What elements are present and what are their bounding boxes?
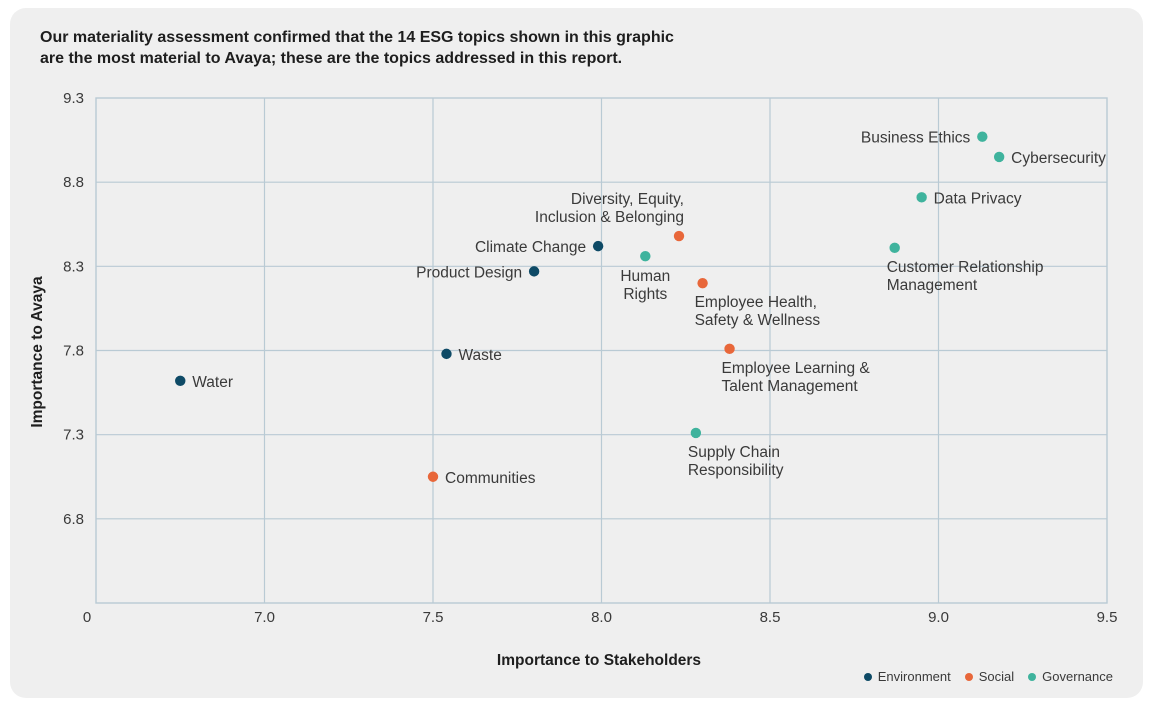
data-label: Human Rights [620,268,670,303]
grid [95,97,1108,604]
data-label: Communities [445,470,536,487]
data-label-line: Safety & Wellness [695,312,821,329]
data-label-line: Rights [623,286,667,303]
data-point [673,230,685,242]
legend-environment-label: Environment [877,669,951,684]
data-label-line: Responsibility [688,462,784,479]
y-tick-label: 8.8 [63,174,84,191]
chart-title-line-1: Our materiality assessment confirmed tha… [40,29,674,46]
legend-social-dot [964,672,973,681]
data-label-line: Talent Management [722,378,859,395]
x-tick-label: 0 [83,609,91,626]
data-point [592,240,604,252]
x-tick-label: 7.0 [254,609,275,626]
data-points [175,131,1005,482]
data-point [427,471,439,482]
legend-item-environment: Environment [863,669,951,684]
data-point [441,348,452,360]
chart-title-line-2: are the most material to Avaya; these ar… [40,50,623,67]
data-label: Supply Chain Responsibility [688,444,784,479]
data-label-line: Management [887,277,978,294]
data-label: Waste [458,347,501,364]
data-label-line: Inclusion & Belonging [535,209,684,226]
y-tick-label: 6.8 [63,511,84,528]
y-tick-label: 9.3 [63,90,84,107]
legend-governance-label: Governance [1042,669,1113,684]
x-axis-title: Importance to Stakeholders [497,652,701,669]
data-labels: Water Waste Product Design Climate Change Co… [192,130,1106,487]
data-label-line: Product Design [416,264,522,281]
y-tick-label: 8.3 [63,258,84,275]
data-label-line: Human [620,268,670,285]
data-label-line: Climate Change [475,239,586,256]
chart-card [10,8,1143,698]
data-point [528,266,540,277]
legend-social-label: Social [978,669,1015,684]
data-label: Data Privacy [934,190,1022,207]
data-label-line: Waste [458,347,501,364]
data-label: Customer Relationship Management [887,259,1044,294]
data-point [993,151,1005,163]
legend-governance-dot [1028,672,1037,681]
data-point [724,343,735,355]
x-tick-label: 9.0 [928,609,949,626]
x-tick-label: 7.5 [423,609,444,626]
legend: Environment Social Governance [863,669,1113,684]
data-label: Employee Learning & Talent Management [722,360,871,395]
data-label: Diversity, Equity, Inclusion & Belonging [535,191,684,226]
data-label: Water [192,374,233,391]
data-point [889,242,900,254]
y-tick-label: 7.3 [63,427,84,444]
y-axis-title: Importance to Avaya [29,276,46,428]
data-label-line: Business Ethics [861,130,971,147]
y-tick-label: 7.8 [63,343,84,360]
data-label-line: Diversity, Equity, [571,191,684,208]
data-label: Cybersecurity [1011,150,1106,167]
data-label-line: Communities [445,470,536,487]
legend-environment-dot [863,672,872,681]
data-label-line: Cybersecurity [1011,150,1106,167]
legend-item-governance: Governance [1028,669,1113,684]
data-point [977,131,988,142]
data-point [697,277,708,289]
x-tick-label: 9.5 [1097,609,1118,626]
data-point [916,192,927,203]
legend-item-social: Social [964,669,1015,684]
chart-title: Our materiality assessment confirmed tha… [40,27,720,69]
data-point [640,251,651,262]
axis-ticks: 0 7.0 7.5 8.0 8.5 9.0 9.5 6.8 7.3 7.8 8.3 8.8 9.3 [63,90,1117,626]
data-label-line: Water [192,374,233,391]
data-label: Business Ethics [861,130,971,147]
data-label: Product Design [416,264,522,281]
data-label: Employee Health, Safety & Wellness [695,294,821,329]
data-label-line: Customer Relationship [887,259,1044,276]
data-point [690,427,702,439]
data-label-line: Employee Learning & [722,360,871,377]
data-label-line: Employee Health, [695,294,817,311]
data-label-line: Data Privacy [934,190,1022,207]
data-label: Climate Change [475,239,586,256]
data-point [175,375,186,386]
x-tick-label: 8.0 [591,609,612,626]
x-tick-label: 8.5 [760,609,781,626]
data-label-line: Supply Chain [688,444,780,461]
